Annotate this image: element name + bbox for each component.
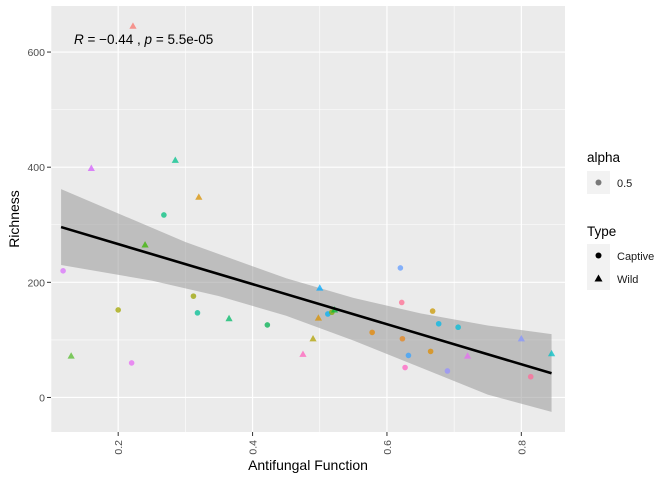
data-point-captive [402, 364, 408, 371]
x-tick-label: 0.2 [113, 440, 125, 455]
data-point-wild [299, 350, 307, 357]
data-point-captive [455, 324, 461, 331]
x-tick-label: 0.8 [516, 440, 528, 455]
x-tick-label: 0.4 [248, 440, 260, 455]
legend-alpha-point [595, 179, 602, 186]
legend-alpha-label: 0.5 [617, 178, 632, 190]
data-point-captive [527, 373, 534, 380]
data-point-wild [195, 193, 203, 200]
x-axis-title: Antifungal Function [248, 457, 368, 473]
data-point-captive [161, 212, 167, 218]
p-symbol: p [144, 32, 153, 47]
legend-wild-point [594, 274, 603, 282]
data-point-captive [190, 293, 197, 299]
legend-alpha-title: alpha [587, 150, 621, 165]
data-point-captive [398, 299, 405, 306]
p-value: = 5.5e-05 [152, 32, 213, 47]
data-point-wild [316, 284, 324, 291]
stat-annotation: R = −0.44 , p = 5.5e-05 [74, 32, 213, 47]
data-point-captive [399, 335, 406, 342]
data-point-captive [405, 352, 412, 359]
data-point-captive [429, 308, 436, 314]
data-point-captive [369, 329, 375, 336]
points-layer [60, 22, 556, 380]
r-symbol: R [74, 32, 84, 47]
data-point-wild [87, 164, 95, 171]
y-tick-label: 600 [27, 47, 45, 59]
data-point-captive [427, 348, 434, 355]
data-point-captive [60, 268, 66, 274]
data-point-wild [314, 314, 323, 321]
axes-layer: 0.2 0.4 0.6 0.8 0 200 400 600 [27, 47, 528, 455]
regression-line [60, 225, 552, 375]
data-point-wild [309, 334, 317, 342]
y-axis-title: Richness [6, 190, 22, 248]
grid-minor [50, 6, 565, 432]
y-tick-label: 400 [27, 162, 45, 174]
data-point-wild [141, 241, 149, 248]
data-point-wild [225, 314, 233, 322]
legend-type-title: Type [587, 224, 616, 239]
data-point-captive [128, 360, 135, 366]
data-point-captive [264, 322, 271, 328]
data-point-captive [435, 320, 442, 327]
legend-captive-point [595, 252, 602, 259]
data-point-wild [171, 156, 179, 163]
data-point-wild [463, 352, 472, 359]
data-point-captive [397, 265, 404, 271]
data-point-captive [194, 310, 201, 316]
legend-wild-label: Wild [617, 274, 638, 286]
legend-captive-label: Captive [617, 251, 654, 263]
y-tick-label: 0 [39, 392, 45, 404]
regression-line-layer [60, 225, 552, 375]
r-value: = −0.44 , [84, 32, 145, 47]
x-tick-label: 0.6 [382, 440, 394, 455]
data-point-wild [517, 334, 525, 342]
data-point-captive [444, 368, 451, 374]
data-point-captive [115, 307, 121, 313]
data-point-wild [67, 352, 75, 359]
legend: alpha 0.5 Type Captive Wild [587, 150, 654, 290]
data-point-wild [547, 349, 556, 357]
y-tick-label: 200 [27, 277, 45, 289]
data-point-wild [129, 22, 137, 29]
